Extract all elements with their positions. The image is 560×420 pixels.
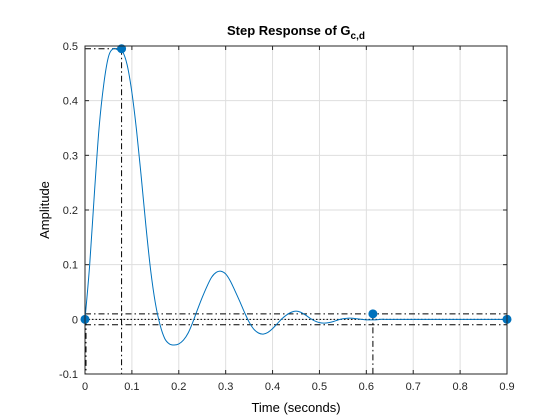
y-tick-label: 0.1 bbox=[63, 260, 78, 272]
y-tick-label: 0.3 bbox=[63, 150, 78, 162]
x-tick-label: 0.3 bbox=[218, 381, 233, 393]
characteristic-point-marker[interactable] bbox=[368, 309, 378, 319]
characteristic-point-marker[interactable] bbox=[117, 44, 127, 54]
x-tick-labels: 0 0.1 0.2 0.3 0.4 0.5 0.6 0.7 0.8 0.9 bbox=[82, 381, 515, 393]
x-tick-label: 0.5 bbox=[312, 381, 327, 393]
x-tick-label: 0.2 bbox=[171, 381, 186, 393]
y-tick-label: 0.2 bbox=[63, 205, 78, 217]
step-response-line bbox=[84, 47, 507, 346]
x-tick-label: 0 bbox=[82, 381, 88, 393]
series-layer bbox=[84, 47, 507, 346]
y-tick-label: 0.4 bbox=[63, 96, 78, 108]
x-tick-label: 0.1 bbox=[124, 381, 139, 393]
y-axis-label: Amplitude bbox=[37, 181, 52, 239]
chart-title-main: Step Response of G bbox=[227, 23, 351, 38]
y-tick-label: -0.1 bbox=[59, 369, 78, 381]
x-tick-label: 0.6 bbox=[359, 381, 374, 393]
x-axis-label: Time (seconds) bbox=[251, 400, 340, 415]
y-tick-labels: -0.1 0 0.1 0.2 0.3 0.4 0.5 bbox=[59, 41, 78, 381]
y-tick-label: 0 bbox=[72, 314, 78, 326]
x-tick-label: 0.8 bbox=[452, 381, 467, 393]
chart-title-subscript: c,d bbox=[351, 31, 365, 42]
characteristic-lines bbox=[85, 48, 507, 374]
axes-box bbox=[84, 45, 508, 375]
x-tick-label: 0.7 bbox=[406, 381, 421, 393]
chart-title: Step Response of Gc,d bbox=[227, 23, 365, 42]
x-tick-label: 0.9 bbox=[499, 381, 514, 393]
y-tick-label: 0.5 bbox=[63, 41, 78, 53]
x-tick-label: 0.4 bbox=[265, 381, 280, 393]
